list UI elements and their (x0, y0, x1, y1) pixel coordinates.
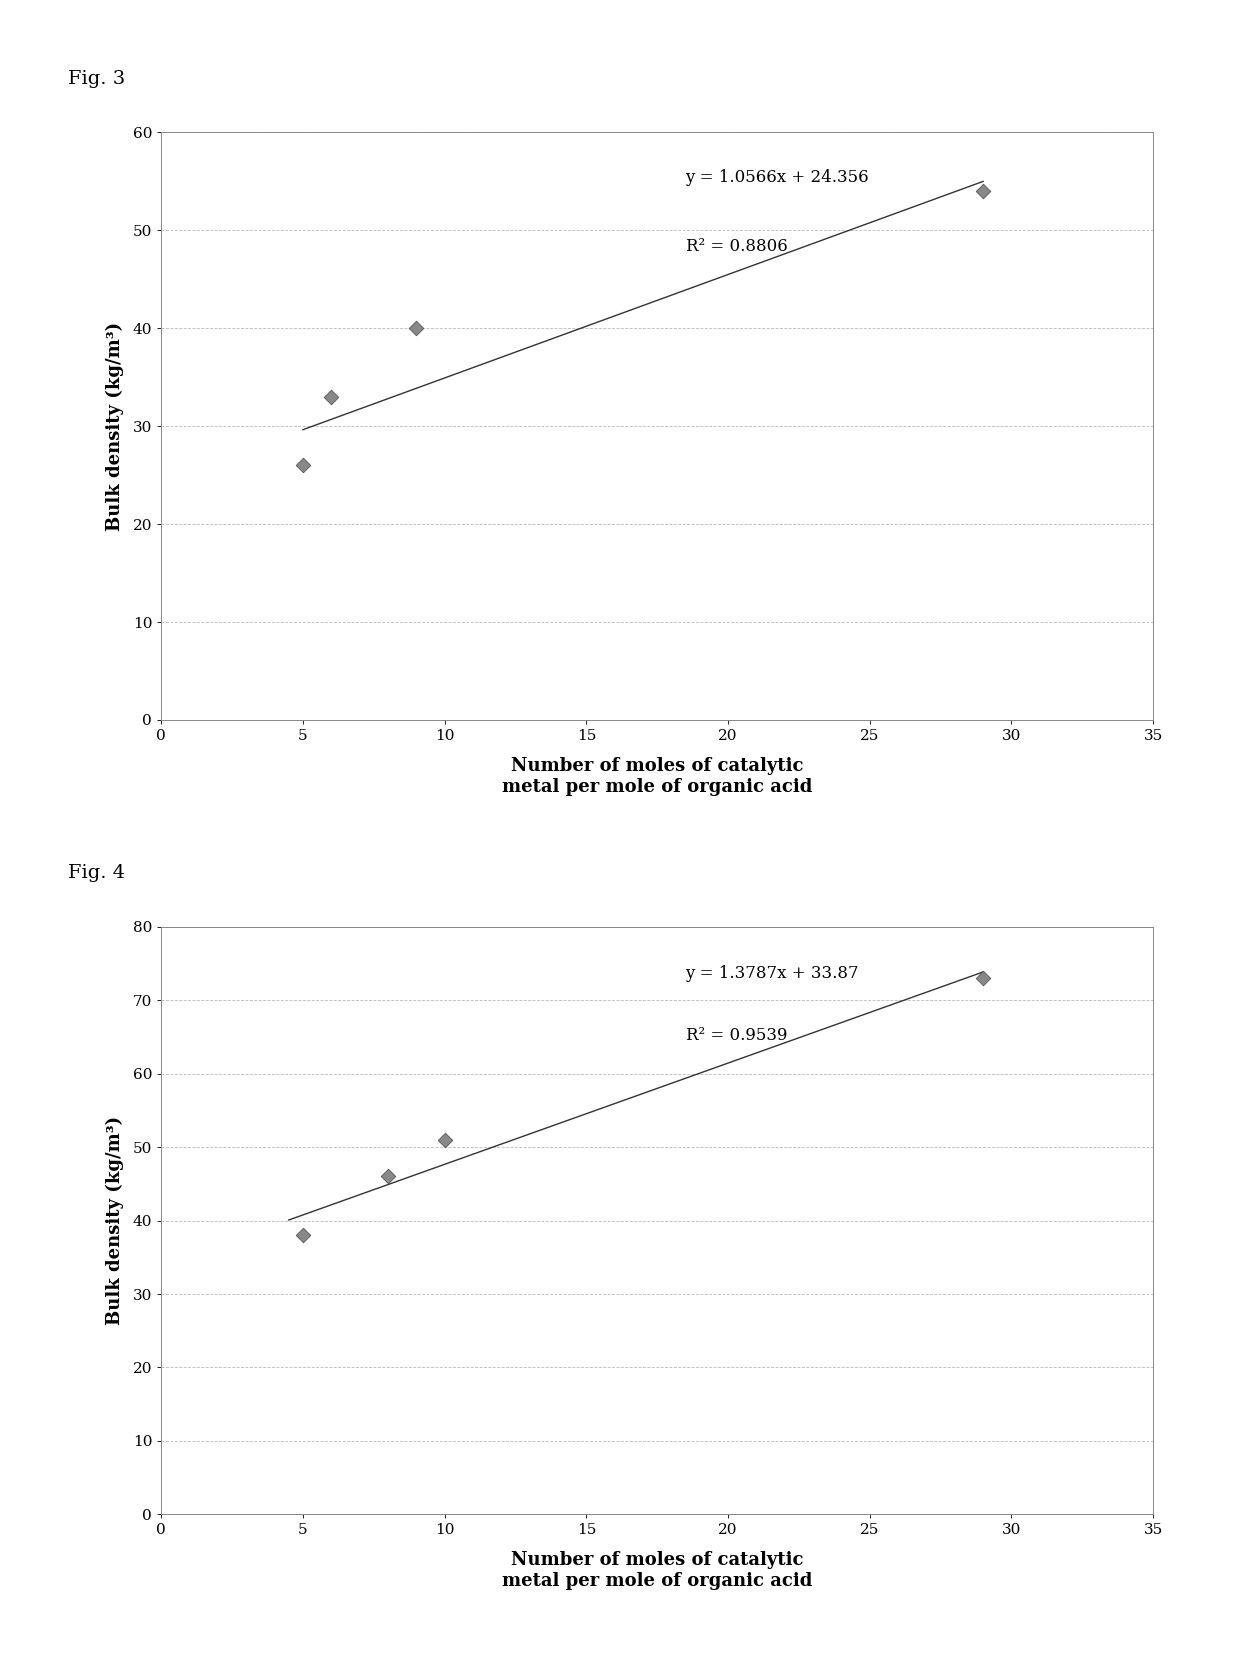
Point (378, 1163, 398, 1190)
Point (321, 384, 341, 410)
Text: R² = 0.8806: R² = 0.8806 (686, 238, 787, 255)
Text: R² = 0.9539: R² = 0.9539 (686, 1028, 787, 1044)
Point (407, 314, 427, 341)
Point (973, 179, 993, 205)
Text: Fig. 3: Fig. 3 (68, 70, 125, 88)
Point (293, 452, 312, 478)
Y-axis label: Bulk density (kg/m³): Bulk density (kg/m³) (107, 321, 124, 531)
Text: Fig. 4: Fig. 4 (68, 864, 125, 882)
X-axis label: Number of moles of catalytic
metal per mole of organic acid: Number of moles of catalytic metal per m… (502, 1551, 812, 1590)
Point (293, 1221, 312, 1248)
Y-axis label: Bulk density (kg/m³): Bulk density (kg/m³) (107, 1115, 124, 1326)
Point (435, 1127, 455, 1154)
Text: y = 1.0566x + 24.356: y = 1.0566x + 24.356 (686, 169, 869, 187)
X-axis label: Number of moles of catalytic
metal per mole of organic acid: Number of moles of catalytic metal per m… (502, 756, 812, 796)
Point (973, 965, 993, 991)
Text: y = 1.3787x + 33.87: y = 1.3787x + 33.87 (686, 965, 859, 981)
